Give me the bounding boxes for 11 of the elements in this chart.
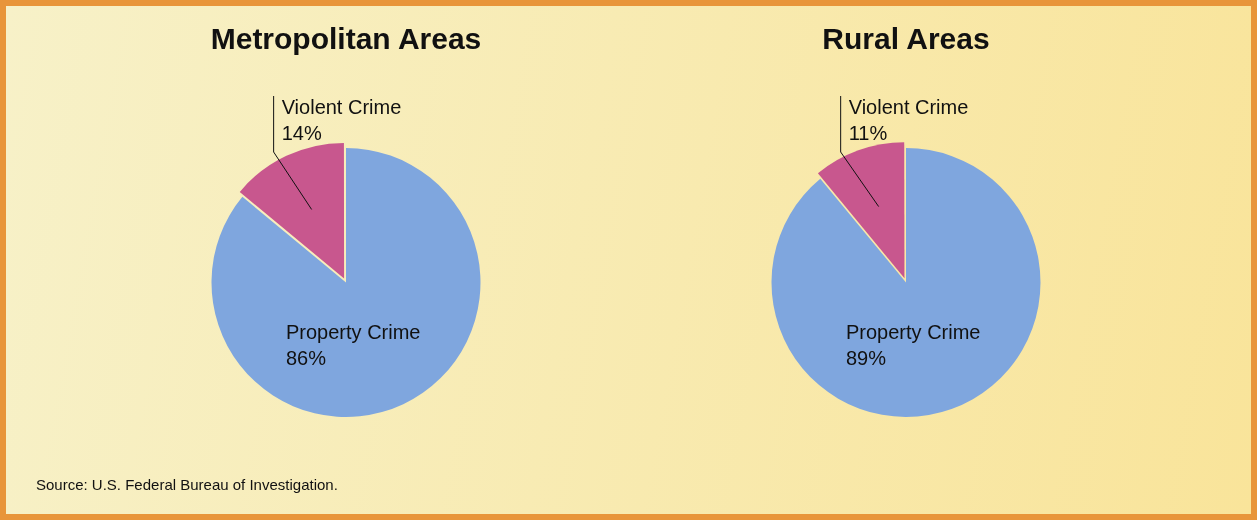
slice-label: Violent Crime [848,95,969,118]
chart-title: Metropolitan Areas [210,22,482,56]
chart-title: Rural Areas [822,22,990,56]
slice-label: Violent Crime [281,95,402,118]
data-label: 86% [286,346,327,369]
data-label: 89% [846,346,887,369]
data-label: 11% [848,121,888,144]
slice-label: Property Crime [286,320,421,343]
data-label: 14% [281,121,322,144]
source-note: Source: U.S. Federal Bureau of Investigation. [36,476,338,493]
slice-label: Property Crime [846,320,981,343]
